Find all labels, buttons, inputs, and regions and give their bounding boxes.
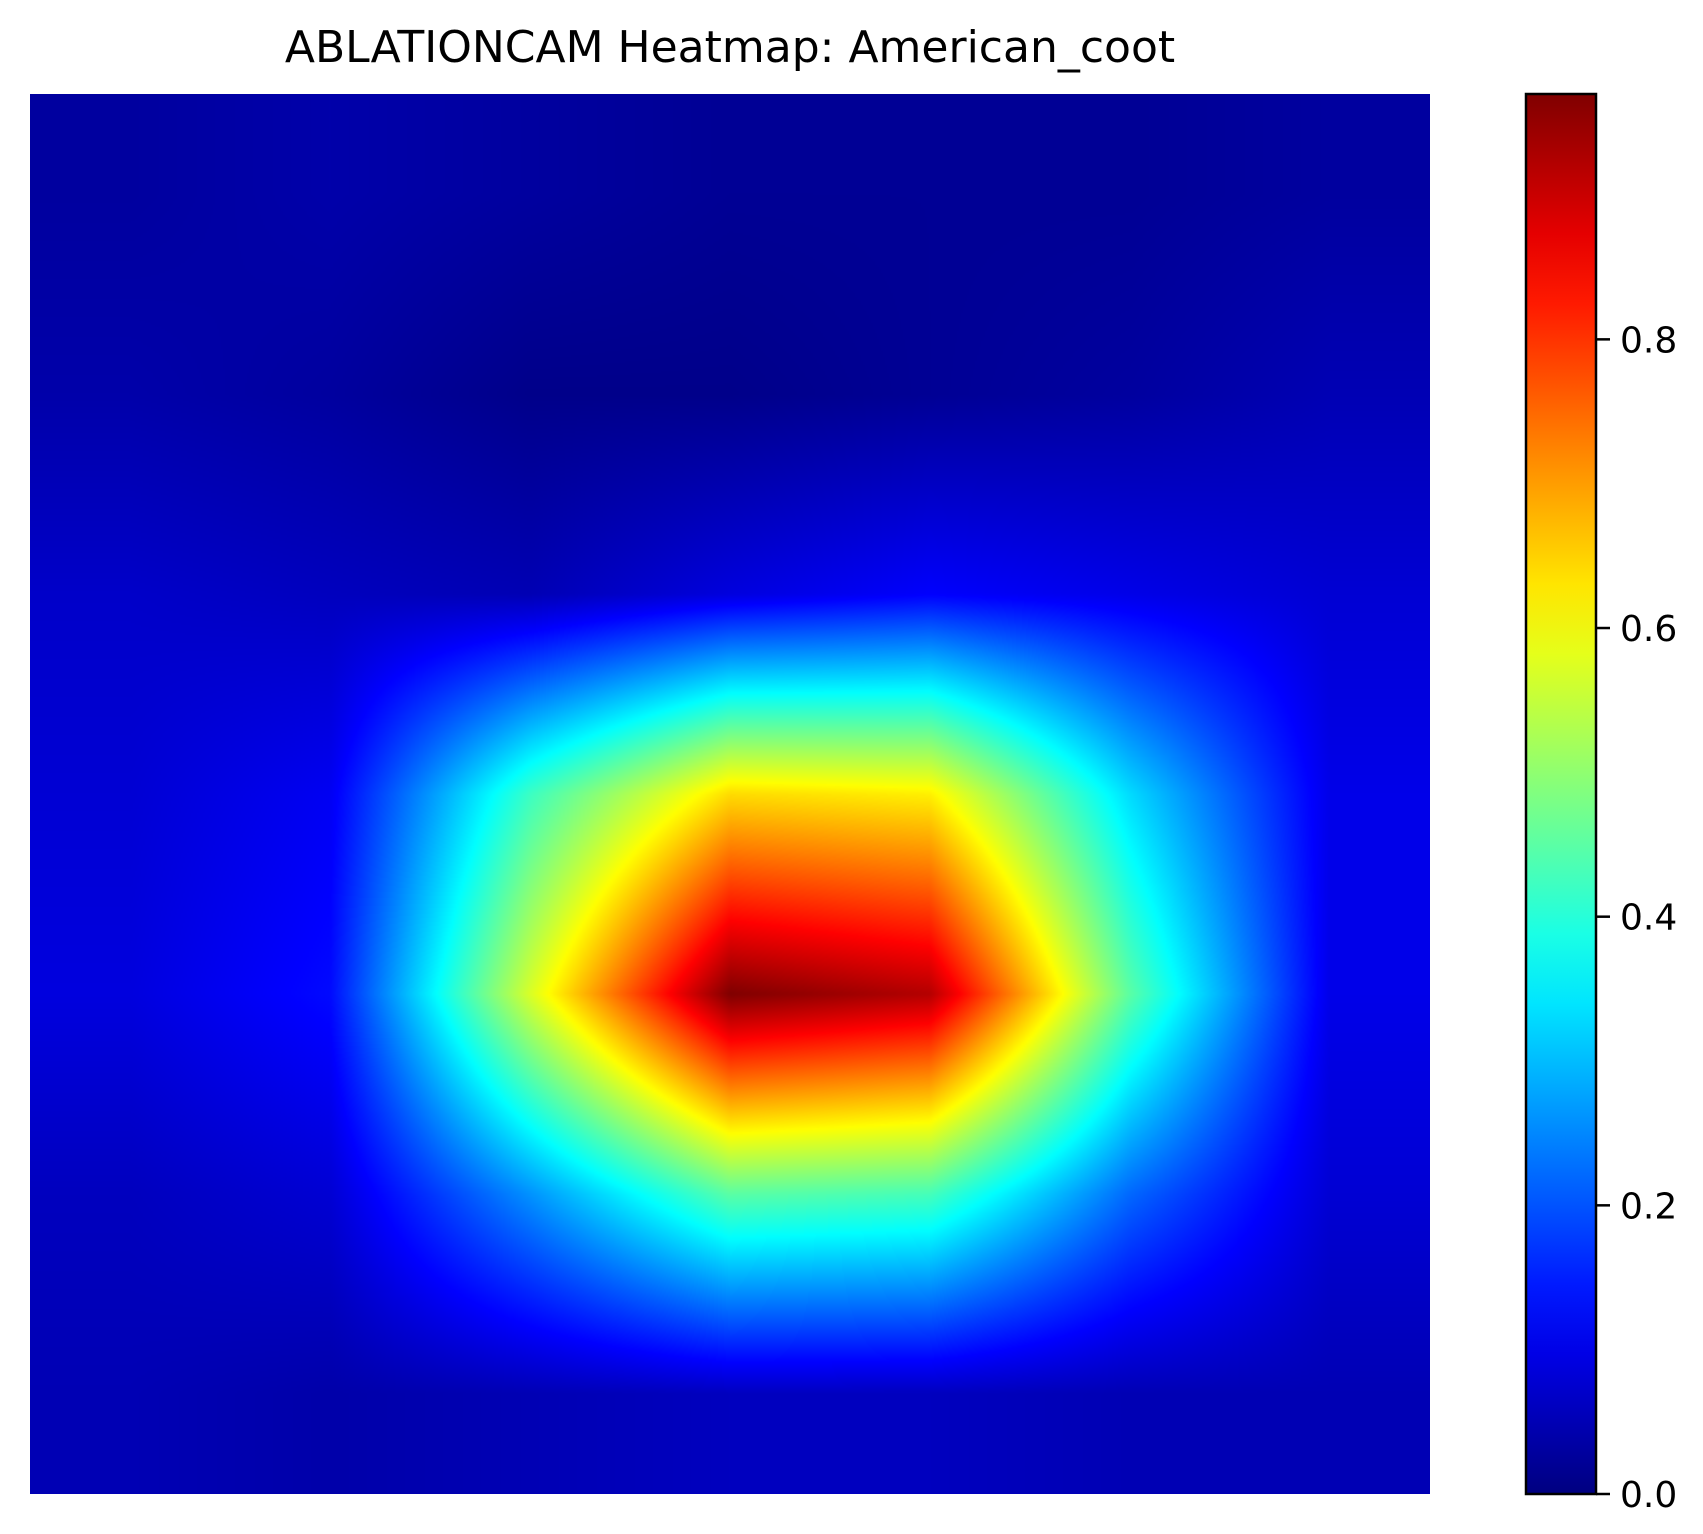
colorbar-tick-label: 0.4 <box>1620 898 1677 939</box>
colorbar-tick-label: 0.8 <box>1620 320 1677 361</box>
colorbar-tick-label: 0.0 <box>1620 1475 1677 1516</box>
colorbar-ticks: 0.0 0.2 0.4 0.6 0.8 <box>1596 320 1677 1516</box>
colorbar-gradient <box>1526 94 1596 1494</box>
colorbar-tick-label: 0.6 <box>1620 609 1677 650</box>
heatmap-image <box>30 94 1430 1494</box>
colorbar-tick-label: 0.2 <box>1620 1186 1677 1227</box>
chart-title: ABLATIONCAM Heatmap: American_coot <box>284 22 1176 73</box>
colorbar-frame <box>1524 92 1598 1496</box>
